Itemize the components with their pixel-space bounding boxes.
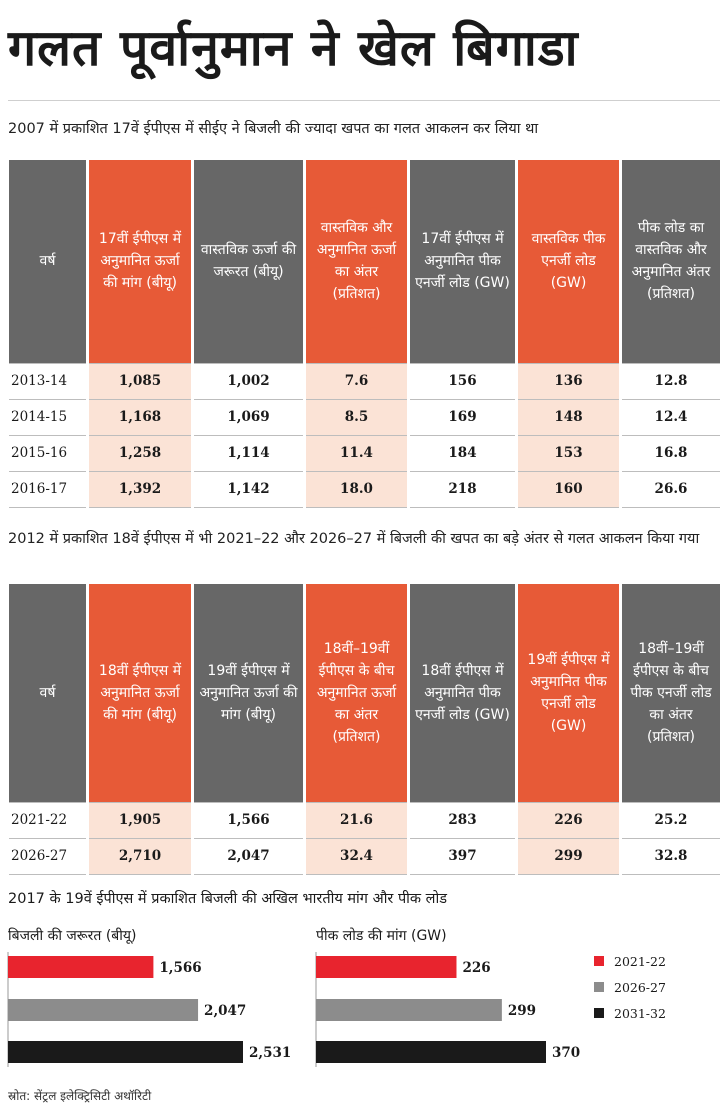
chart1-bar-2021-22 [8, 956, 154, 978]
chart2-title: पीक लोड की मांग (GW) [316, 928, 447, 944]
table2-header-2: 19वीं ईपीएस में अनुमानित ऊर्जा की मांग (… [191, 584, 306, 802]
row-year: 2015-16 [6, 434, 89, 471]
table-row: 2014-15 1,168 1,069 8.5 169 148 12.4 [6, 398, 723, 435]
chart2-value-label: 370 [552, 1045, 580, 1061]
row-year: 2016-17 [6, 470, 89, 508]
table1-header-4: 17वीं ईपीएस में अनुमानित पीक एनर्जी लोड … [407, 160, 518, 363]
legend-label: 2031-32 [614, 1005, 666, 1021]
table-cell: 1,002 [191, 362, 306, 399]
table-cell: 218 [407, 470, 518, 508]
table-cell: 397 [407, 837, 518, 875]
table-row: 2015-16 1,258 1,114 11.4 184 153 16.8 [6, 434, 723, 471]
chart1-value-label: 1,566 [159, 960, 201, 976]
chart2-value-label: 299 [508, 1003, 536, 1019]
table-cell: 18.0 [303, 470, 410, 508]
chart1-title: बिजली की जरूरत (बीयू) [8, 928, 137, 944]
table2-header-6: 18वीं–19वीं ईपीएस के बीच पीक एनर्जी लोड … [619, 584, 723, 802]
table-cell: 153 [515, 434, 622, 471]
legend-label: 2021-22 [614, 953, 666, 969]
table-cell: 156 [407, 362, 518, 399]
table-cell: 169 [407, 398, 518, 435]
chart2-bar-2031-32 [316, 1041, 546, 1063]
table-cell: 25.2 [619, 801, 723, 838]
legend-swatch [594, 956, 604, 966]
table1-subhead: 2007 में प्रकाशित 17वें ईपीएस में सीईए न… [8, 121, 539, 137]
table1-header-2: वास्तविक ऊर्जा की जरूरत (बीयू) [191, 160, 306, 363]
table-row: 2026-27 2,710 2,047 32.4 397 299 32.8 [6, 837, 723, 875]
table-cell: 1,168 [86, 398, 194, 435]
table2-subhead: 2012 में प्रकाशित 18वें ईपीएस में भी 202… [8, 531, 700, 547]
headline: गलत पूर्वानुमान ने खेल बिगाडा [8, 19, 579, 77]
table-cell: 160 [515, 470, 622, 508]
table-cell: 1,905 [86, 801, 194, 838]
table-cell: 136 [515, 362, 622, 399]
source-note: स्रोत: सेंट्रल इलेक्ट्रिसिटी अथॉरिटी [8, 1089, 152, 1103]
divider [8, 100, 720, 101]
chart1-bar-2026-27 [8, 999, 199, 1021]
chart1-value-label: 2,531 [249, 1045, 291, 1061]
table-cell: 1,142 [191, 470, 306, 508]
legend-label: 2026-27 [614, 979, 666, 995]
legend-swatch [594, 1008, 604, 1018]
chart2-bar-2021-22 [316, 956, 457, 978]
row-year: 2021-22 [6, 801, 89, 838]
table-row: 2016-17 1,392 1,142 18.0 218 160 26.6 [6, 470, 723, 508]
table-cell: 226 [515, 801, 622, 838]
chart-title: 2017 के 19वें ईपीएस में प्रकाशित बिजली क… [8, 891, 448, 907]
table2-header-4: 18वीं ईपीएस में अनुमानित पीक एनर्जी लोड … [407, 584, 518, 802]
table2-header-3: 18वीं–19वीं ईपीएस के बीच अनुमानित ऊर्जा … [303, 584, 410, 802]
table-cell: 1,069 [191, 398, 306, 435]
table-cell: 16.8 [619, 434, 723, 471]
legend-item: 2026-27 [594, 974, 724, 1000]
table1-header-row: वर्ष 17वीं ईपीएस में अनुमानित ऊर्जा की मा… [6, 160, 723, 363]
table2-header-0: वर्ष [6, 584, 89, 802]
table-cell: 1,085 [86, 362, 194, 399]
table-cell: 11.4 [303, 434, 410, 471]
legend: 2021-22 2026-27 2031-32 [594, 948, 724, 1026]
table-cell: 8.5 [303, 398, 410, 435]
table-cell: 32.8 [619, 837, 723, 875]
table-cell: 21.6 [303, 801, 410, 838]
row-year: 2013-14 [6, 362, 89, 399]
table-cell: 184 [407, 434, 518, 471]
table1-header-3: वास्तविक और अनुमानित ऊर्जा का अंतर (प्रत… [303, 160, 410, 363]
row-year: 2026-27 [6, 837, 89, 875]
legend-item: 2021-22 [594, 948, 724, 974]
table-cell: 148 [515, 398, 622, 435]
table-cell: 1,392 [86, 470, 194, 508]
table2-header-5: 19वीं ईपीएस में अनुमानित पीक एनर्जी लोड … [515, 584, 622, 802]
table-cell: 1,258 [86, 434, 194, 471]
table-epS17-comparison: वर्ष 17वीं ईपीएस में अनुमानित ऊर्जा की मा… [6, 160, 723, 508]
table-cell: 26.6 [619, 470, 723, 508]
table1-header-1: 17वीं ईपीएस में अनुमानित ऊर्जा की मांग (… [86, 160, 194, 363]
table-cell: 1,566 [191, 801, 306, 838]
chart2-value-label: 226 [462, 960, 490, 976]
legend-item: 2031-32 [594, 1000, 724, 1026]
table-cell: 12.8 [619, 362, 723, 399]
table2-header-1: 18वीं ईपीएस में अनुमानित ऊर्जा की मांग (… [86, 584, 194, 802]
table-cell: 2,047 [191, 837, 306, 875]
table-cell: 32.4 [303, 837, 410, 875]
chart1-value-label: 2,047 [204, 1003, 246, 1019]
table-cell: 7.6 [303, 362, 410, 399]
table-cell: 12.4 [619, 398, 723, 435]
table2-header-row: वर्ष 18वीं ईपीएस में अनुमानित ऊर्जा की मा… [6, 584, 723, 802]
table-cell: 2,710 [86, 837, 194, 875]
table-row: 2013-14 1,085 1,002 7.6 156 136 12.8 [6, 362, 723, 399]
table-row: 2021-22 1,905 1,566 21.6 283 226 25.2 [6, 801, 723, 838]
table-cell: 299 [515, 837, 622, 875]
table1-header-6: पीक लोड का वास्तविक और अनुमानित अंतर (प्… [619, 160, 723, 363]
table-epS18-19-comparison: वर्ष 18वीं ईपीएस में अनुमानित ऊर्जा की मा… [6, 584, 723, 875]
table1-header-0: वर्ष [6, 160, 89, 363]
row-year: 2014-15 [6, 398, 89, 435]
chart2-bar-2026-27 [316, 999, 502, 1021]
table-cell: 1,114 [191, 434, 306, 471]
table1-header-5: वास्तविक पीक एनर्जी लोड (GW) [515, 160, 622, 363]
table-cell: 283 [407, 801, 518, 838]
chart1-bar-2031-32 [8, 1041, 243, 1063]
legend-swatch [594, 982, 604, 992]
